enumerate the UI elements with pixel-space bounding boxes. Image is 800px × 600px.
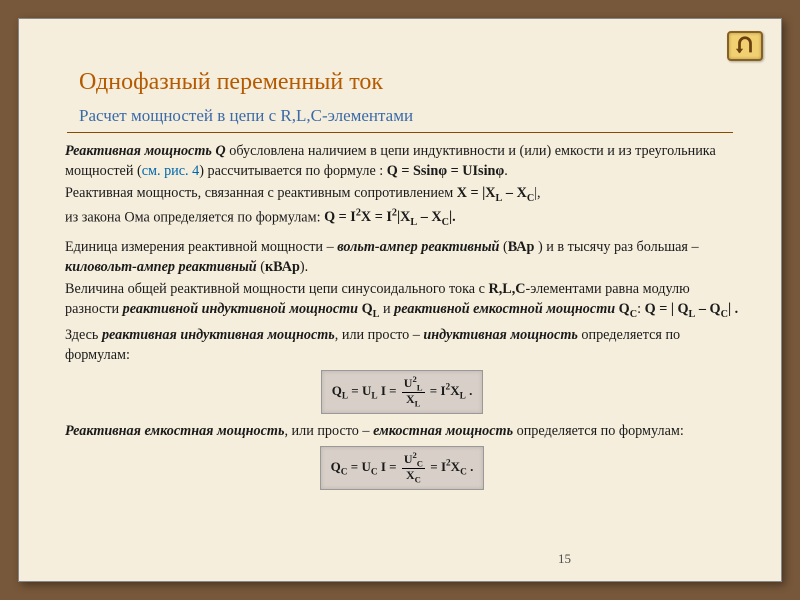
page-number: 15 bbox=[558, 551, 571, 567]
formula-QC-row: QC = UC I = U2CXC = I2XC . bbox=[65, 443, 739, 493]
formula-QL: QL = UL I = U2LXL = I2XL . bbox=[321, 370, 484, 414]
para-total-reactive: Величина общей реактивной мощности цепи … bbox=[65, 279, 739, 322]
page-title: Однофазный переменный ток bbox=[19, 19, 781, 96]
slide: Однофазный переменный ток Расчет мощност… bbox=[18, 18, 782, 582]
return-button[interactable] bbox=[727, 31, 763, 61]
para-reactive-power: Реактивная мощность Q обусловлена наличи… bbox=[65, 141, 739, 181]
formula-QL-row: QL = UL I = U2LXL = I2XL . bbox=[65, 367, 739, 417]
para-inductive: Здесь реактивная индуктивная мощность, и… bbox=[65, 325, 739, 365]
para-capacitive: Реактивная емкостная мощность, или прост… bbox=[65, 421, 739, 441]
return-icon bbox=[734, 36, 756, 56]
para-units: Единица измерения реактивной мощности – … bbox=[65, 237, 739, 277]
page-subtitle: Расчет мощностей в цепи с R,L,C-элемента… bbox=[19, 96, 781, 130]
para-ohm-law: Реактивная мощность, связанная с реактив… bbox=[65, 183, 739, 230]
content-body: Реактивная мощность Q обусловлена наличи… bbox=[19, 133, 781, 493]
formula-QC: QC = UC I = U2CXC = I2XC . bbox=[320, 446, 485, 490]
